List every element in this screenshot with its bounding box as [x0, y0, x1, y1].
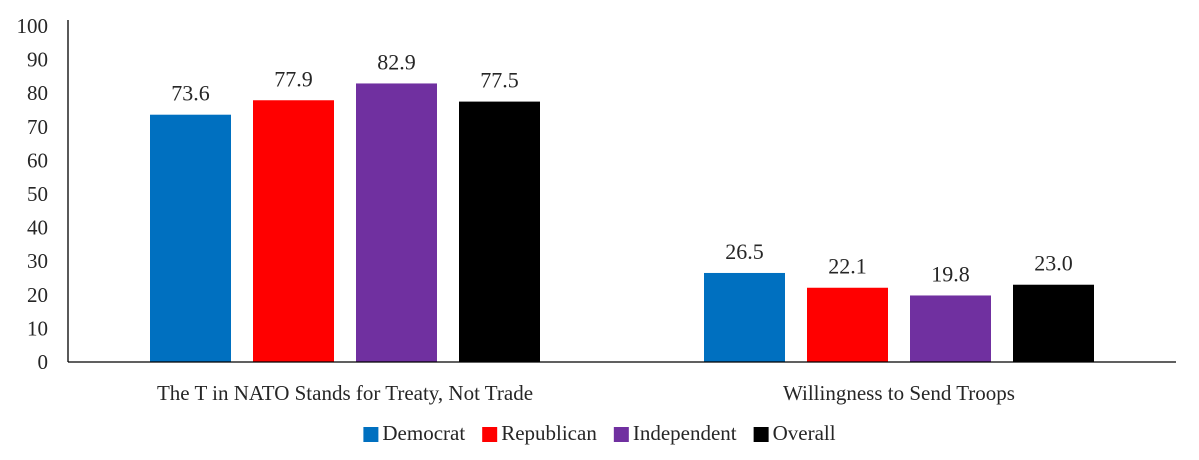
- bars-group: [150, 83, 1094, 363]
- y-tick-label: 90: [27, 48, 48, 72]
- y-tick-label: 70: [27, 115, 48, 139]
- bar-overall: [1013, 284, 1094, 362]
- category-labels-group: The T in NATO Stands for Treaty, Not Tra…: [157, 381, 1015, 405]
- bar-republican: [807, 287, 888, 362]
- y-tick-label: 50: [27, 182, 48, 206]
- legend-label: Democrat: [382, 421, 465, 445]
- data-label: 22.1: [828, 254, 867, 279]
- y-tick-label: 40: [27, 216, 48, 240]
- data-label: 26.5: [725, 239, 764, 264]
- legend-swatch: [753, 427, 769, 442]
- y-tick-label: 10: [27, 316, 48, 340]
- bar-democrat: [704, 272, 785, 362]
- y-tick-label: 100: [17, 14, 49, 38]
- y-tick-label: 80: [27, 81, 48, 105]
- bar-democrat: [150, 114, 231, 362]
- data-label: 77.9: [274, 66, 313, 91]
- y-tick-label: 0: [38, 350, 49, 374]
- category-label: Willingness to Send Troops: [783, 381, 1015, 405]
- legend-swatch: [613, 427, 629, 442]
- legend-item-overall: Overall: [753, 421, 836, 445]
- legend-item-republican: Republican: [482, 421, 597, 445]
- bar-independent: [356, 83, 437, 363]
- category-label: The T in NATO Stands for Treaty, Not Tra…: [157, 381, 533, 405]
- bar-independent: [910, 295, 991, 362]
- bar-republican: [253, 100, 334, 363]
- y-axis-ticks: 0 10 20 30 40 50 60 70 80 90 100: [17, 14, 49, 374]
- bar-overall: [459, 101, 540, 362]
- y-tick-label: 30: [27, 249, 48, 273]
- legend-item-independent: Independent: [613, 421, 737, 445]
- legend-item-democrat: Democrat: [363, 421, 465, 445]
- y-tick-label: 20: [27, 283, 48, 307]
- data-label: 77.5: [480, 68, 519, 93]
- legend-swatch: [363, 427, 379, 442]
- legend-label: Independent: [633, 421, 737, 445]
- data-label: 19.8: [931, 261, 970, 286]
- data-label: 23.0: [1034, 251, 1073, 276]
- y-tick-label: 60: [27, 148, 48, 172]
- data-label: 73.6: [171, 81, 210, 106]
- legend-label: Republican: [501, 421, 597, 445]
- legend: Democrat Republican Independent Overall: [363, 421, 836, 445]
- legend-swatch: [482, 427, 498, 442]
- data-label: 82.9: [377, 49, 416, 74]
- data-labels-group: 73.6 77.9 82.9 77.5 26.5 22.1 19.8 23.0: [171, 49, 1073, 286]
- legend-label: Overall: [773, 421, 836, 445]
